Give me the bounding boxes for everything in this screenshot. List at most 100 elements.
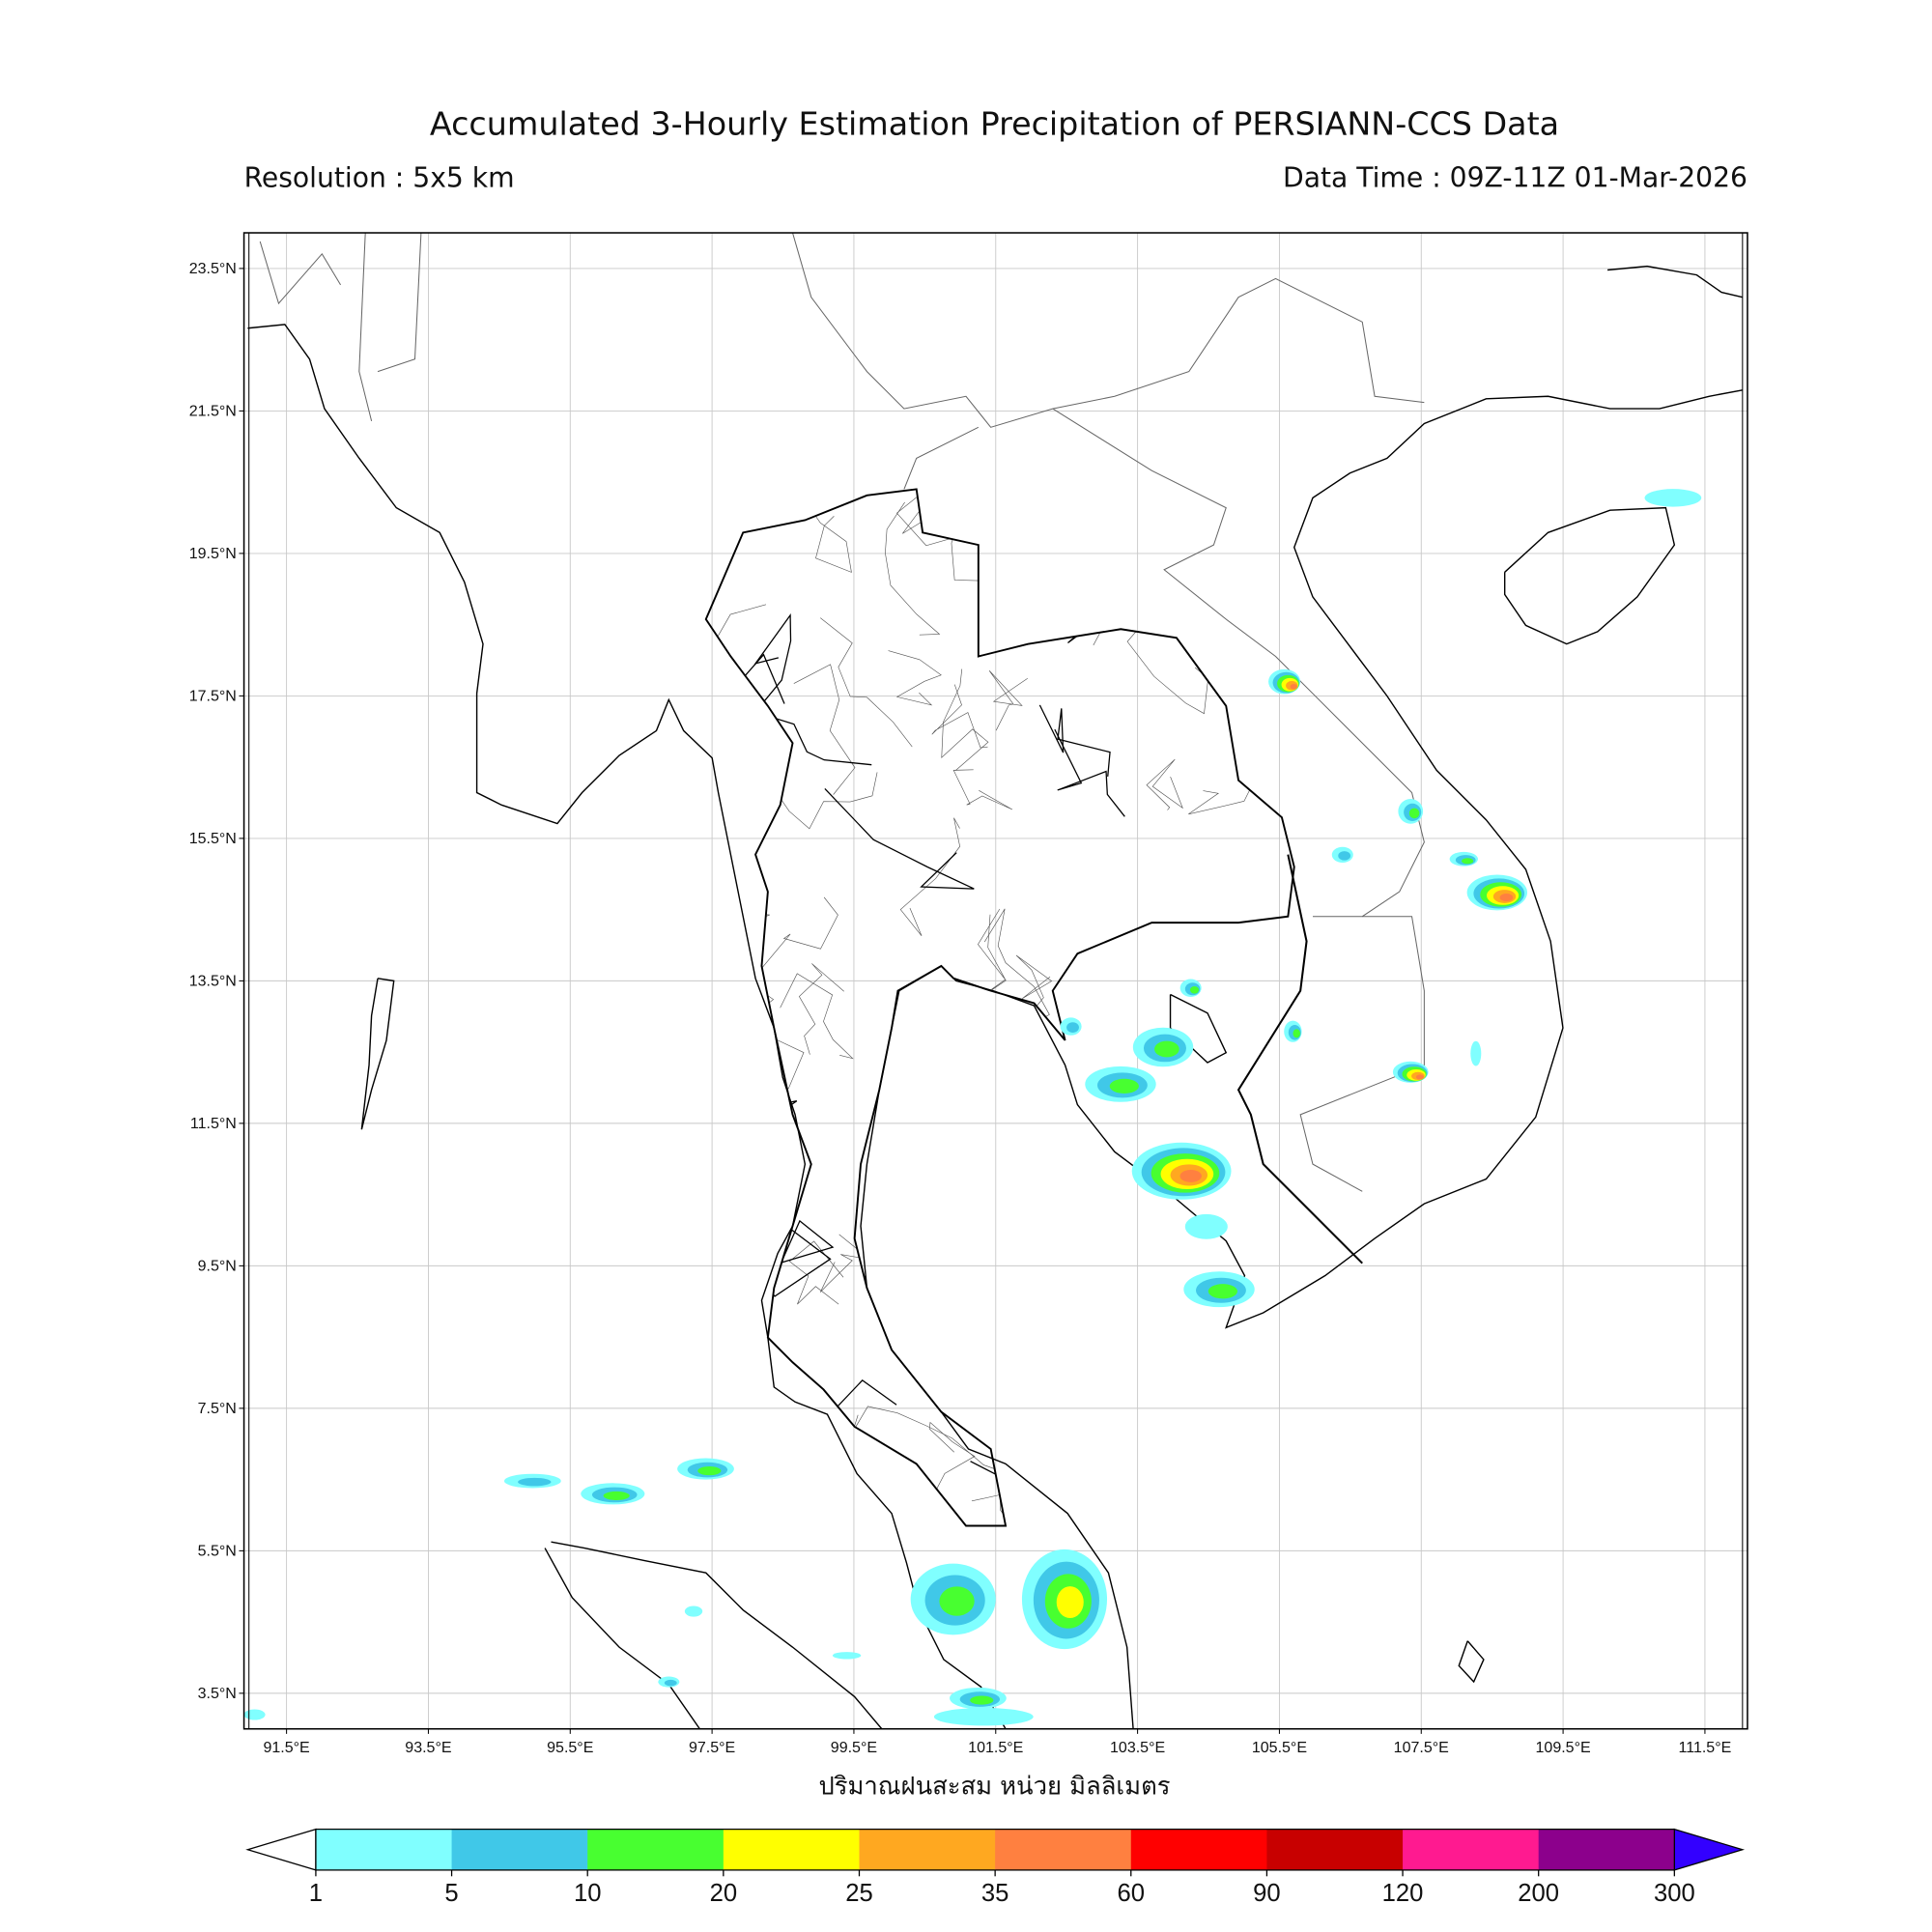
district-boundary xyxy=(755,896,838,999)
y-tick-label: 3.5°N xyxy=(198,1685,237,1702)
precip-cell xyxy=(1021,1548,1108,1650)
district-boundary xyxy=(899,817,961,936)
district-boundary xyxy=(898,1045,961,1084)
x-tick-label: 101.5°E xyxy=(968,1739,1023,1756)
precip-level-1 xyxy=(832,1652,862,1660)
province-boundary xyxy=(1038,704,1111,777)
precip-cell xyxy=(1060,1017,1082,1036)
province-boundary xyxy=(1021,1092,1109,1262)
precip-cell xyxy=(1331,846,1353,863)
precip-level-10 xyxy=(1408,808,1420,819)
district-boundary xyxy=(819,1414,859,1499)
colorbar-swatch xyxy=(1130,1829,1268,1870)
district-boundary xyxy=(1051,539,1122,584)
precip-level-35 xyxy=(1290,683,1297,690)
province-boundary xyxy=(735,612,792,737)
x-tick-label: 91.5°E xyxy=(263,1739,309,1756)
precip-level-10 xyxy=(970,1695,994,1705)
precip-cell xyxy=(1183,1271,1255,1308)
precipitation-layer xyxy=(243,489,1702,1726)
colorbar-swatch xyxy=(315,1829,453,1870)
district-boundary xyxy=(1212,1463,1252,1510)
country-border xyxy=(903,426,980,490)
district-boundary xyxy=(927,1421,976,1506)
district-boundary xyxy=(1146,758,1183,810)
colorbar-label: 300 xyxy=(1654,1880,1695,1907)
province-boundary xyxy=(1038,499,1129,643)
district-boundary xyxy=(705,943,712,984)
precip-level-10 xyxy=(697,1466,722,1476)
y-tick-label: 5.5°N xyxy=(198,1543,237,1560)
district-boundary xyxy=(1046,1253,1097,1324)
colorbar-under-extension xyxy=(245,1828,317,1871)
precip-cell xyxy=(1179,979,1202,997)
district-boundary xyxy=(705,1105,726,1174)
colorbar-label: 1 xyxy=(309,1880,323,1907)
colorbar-label: 20 xyxy=(710,1880,738,1907)
coastline xyxy=(1607,265,1744,298)
precip-cell xyxy=(1466,874,1528,911)
y-tick-label: 17.5°N xyxy=(189,688,237,705)
country-border xyxy=(1299,916,1425,1192)
precip-level-35 xyxy=(1179,1169,1202,1182)
country-border xyxy=(377,233,422,373)
district-boundary xyxy=(1115,1436,1212,1473)
precip-level-1 xyxy=(933,1707,1034,1726)
district-boundary xyxy=(820,617,913,748)
coastline xyxy=(544,1548,700,1729)
coastline xyxy=(247,324,1007,1729)
precip-cell xyxy=(1284,1020,1302,1042)
x-tick-label: 103.5°E xyxy=(1110,1739,1165,1756)
district-boundary xyxy=(997,1056,1038,1093)
province-boundary xyxy=(970,1421,1055,1493)
precip-level-35 xyxy=(1415,1074,1424,1080)
colorbar-label: 200 xyxy=(1518,1880,1559,1907)
colorbar-label: 5 xyxy=(444,1880,458,1907)
data-time-label: Data Time : 09Z-11Z 01-Mar-2026 xyxy=(1283,162,1747,194)
colorbar-swatch xyxy=(723,1829,861,1870)
district-boundary xyxy=(927,989,958,1074)
cambodia-vietnam-border xyxy=(1236,854,1363,1264)
precip-level-10 xyxy=(1109,1078,1139,1094)
coastline xyxy=(551,1541,883,1729)
country-border xyxy=(792,233,1425,428)
precip-cell xyxy=(1131,1142,1232,1200)
colorbar-swatch xyxy=(1266,1829,1404,1870)
precip-level-10 xyxy=(1462,858,1474,865)
precip-cell xyxy=(1398,798,1424,824)
precip-cell xyxy=(684,1605,703,1617)
colorbar-over-extension xyxy=(1673,1828,1746,1871)
precip-cell xyxy=(832,1652,862,1660)
colorbar-swatch xyxy=(1403,1829,1540,1870)
district-boundary xyxy=(941,668,989,771)
x-tick-label: 93.5°E xyxy=(405,1739,451,1756)
district-boundary xyxy=(778,772,878,830)
precip-cell xyxy=(1470,1040,1482,1066)
district-boundary xyxy=(711,1038,805,1092)
y-tick-label: 23.5°N xyxy=(189,260,237,277)
precip-level-20 xyxy=(1056,1586,1084,1619)
precip-level-10 xyxy=(1189,986,1200,994)
district-boundary xyxy=(917,1054,992,1098)
province-boundary xyxy=(1054,728,1125,817)
colorbar-swatch xyxy=(451,1829,588,1870)
district-boundary xyxy=(1241,498,1294,581)
x-tick-label: 97.5°E xyxy=(689,1739,735,1756)
y-tick-label: 7.5°N xyxy=(198,1400,237,1417)
district-boundary xyxy=(902,489,938,534)
axis-ticks: 91.5°E 93.5°E 95.5°E 97.5°E 99.5°E 101.5°E 103… xyxy=(189,260,1732,1756)
thailand-province-boundaries xyxy=(705,489,1294,1526)
coastline xyxy=(360,978,395,1130)
precip-level-10 xyxy=(1208,1284,1237,1299)
precip-cell xyxy=(1644,489,1702,507)
precip-cell xyxy=(950,1687,1007,1710)
colorbar-label: 35 xyxy=(981,1880,1009,1907)
district-boundary xyxy=(797,1420,896,1483)
colorbar: 1 5 10 20 25 35 60 90 120 200 300 xyxy=(245,1828,1746,1907)
country-border xyxy=(1052,408,1425,918)
colorbar-label: 90 xyxy=(1253,1880,1281,1907)
district-boundary xyxy=(793,664,856,795)
district-boundary xyxy=(705,604,767,718)
precip-cell xyxy=(1449,851,1478,867)
